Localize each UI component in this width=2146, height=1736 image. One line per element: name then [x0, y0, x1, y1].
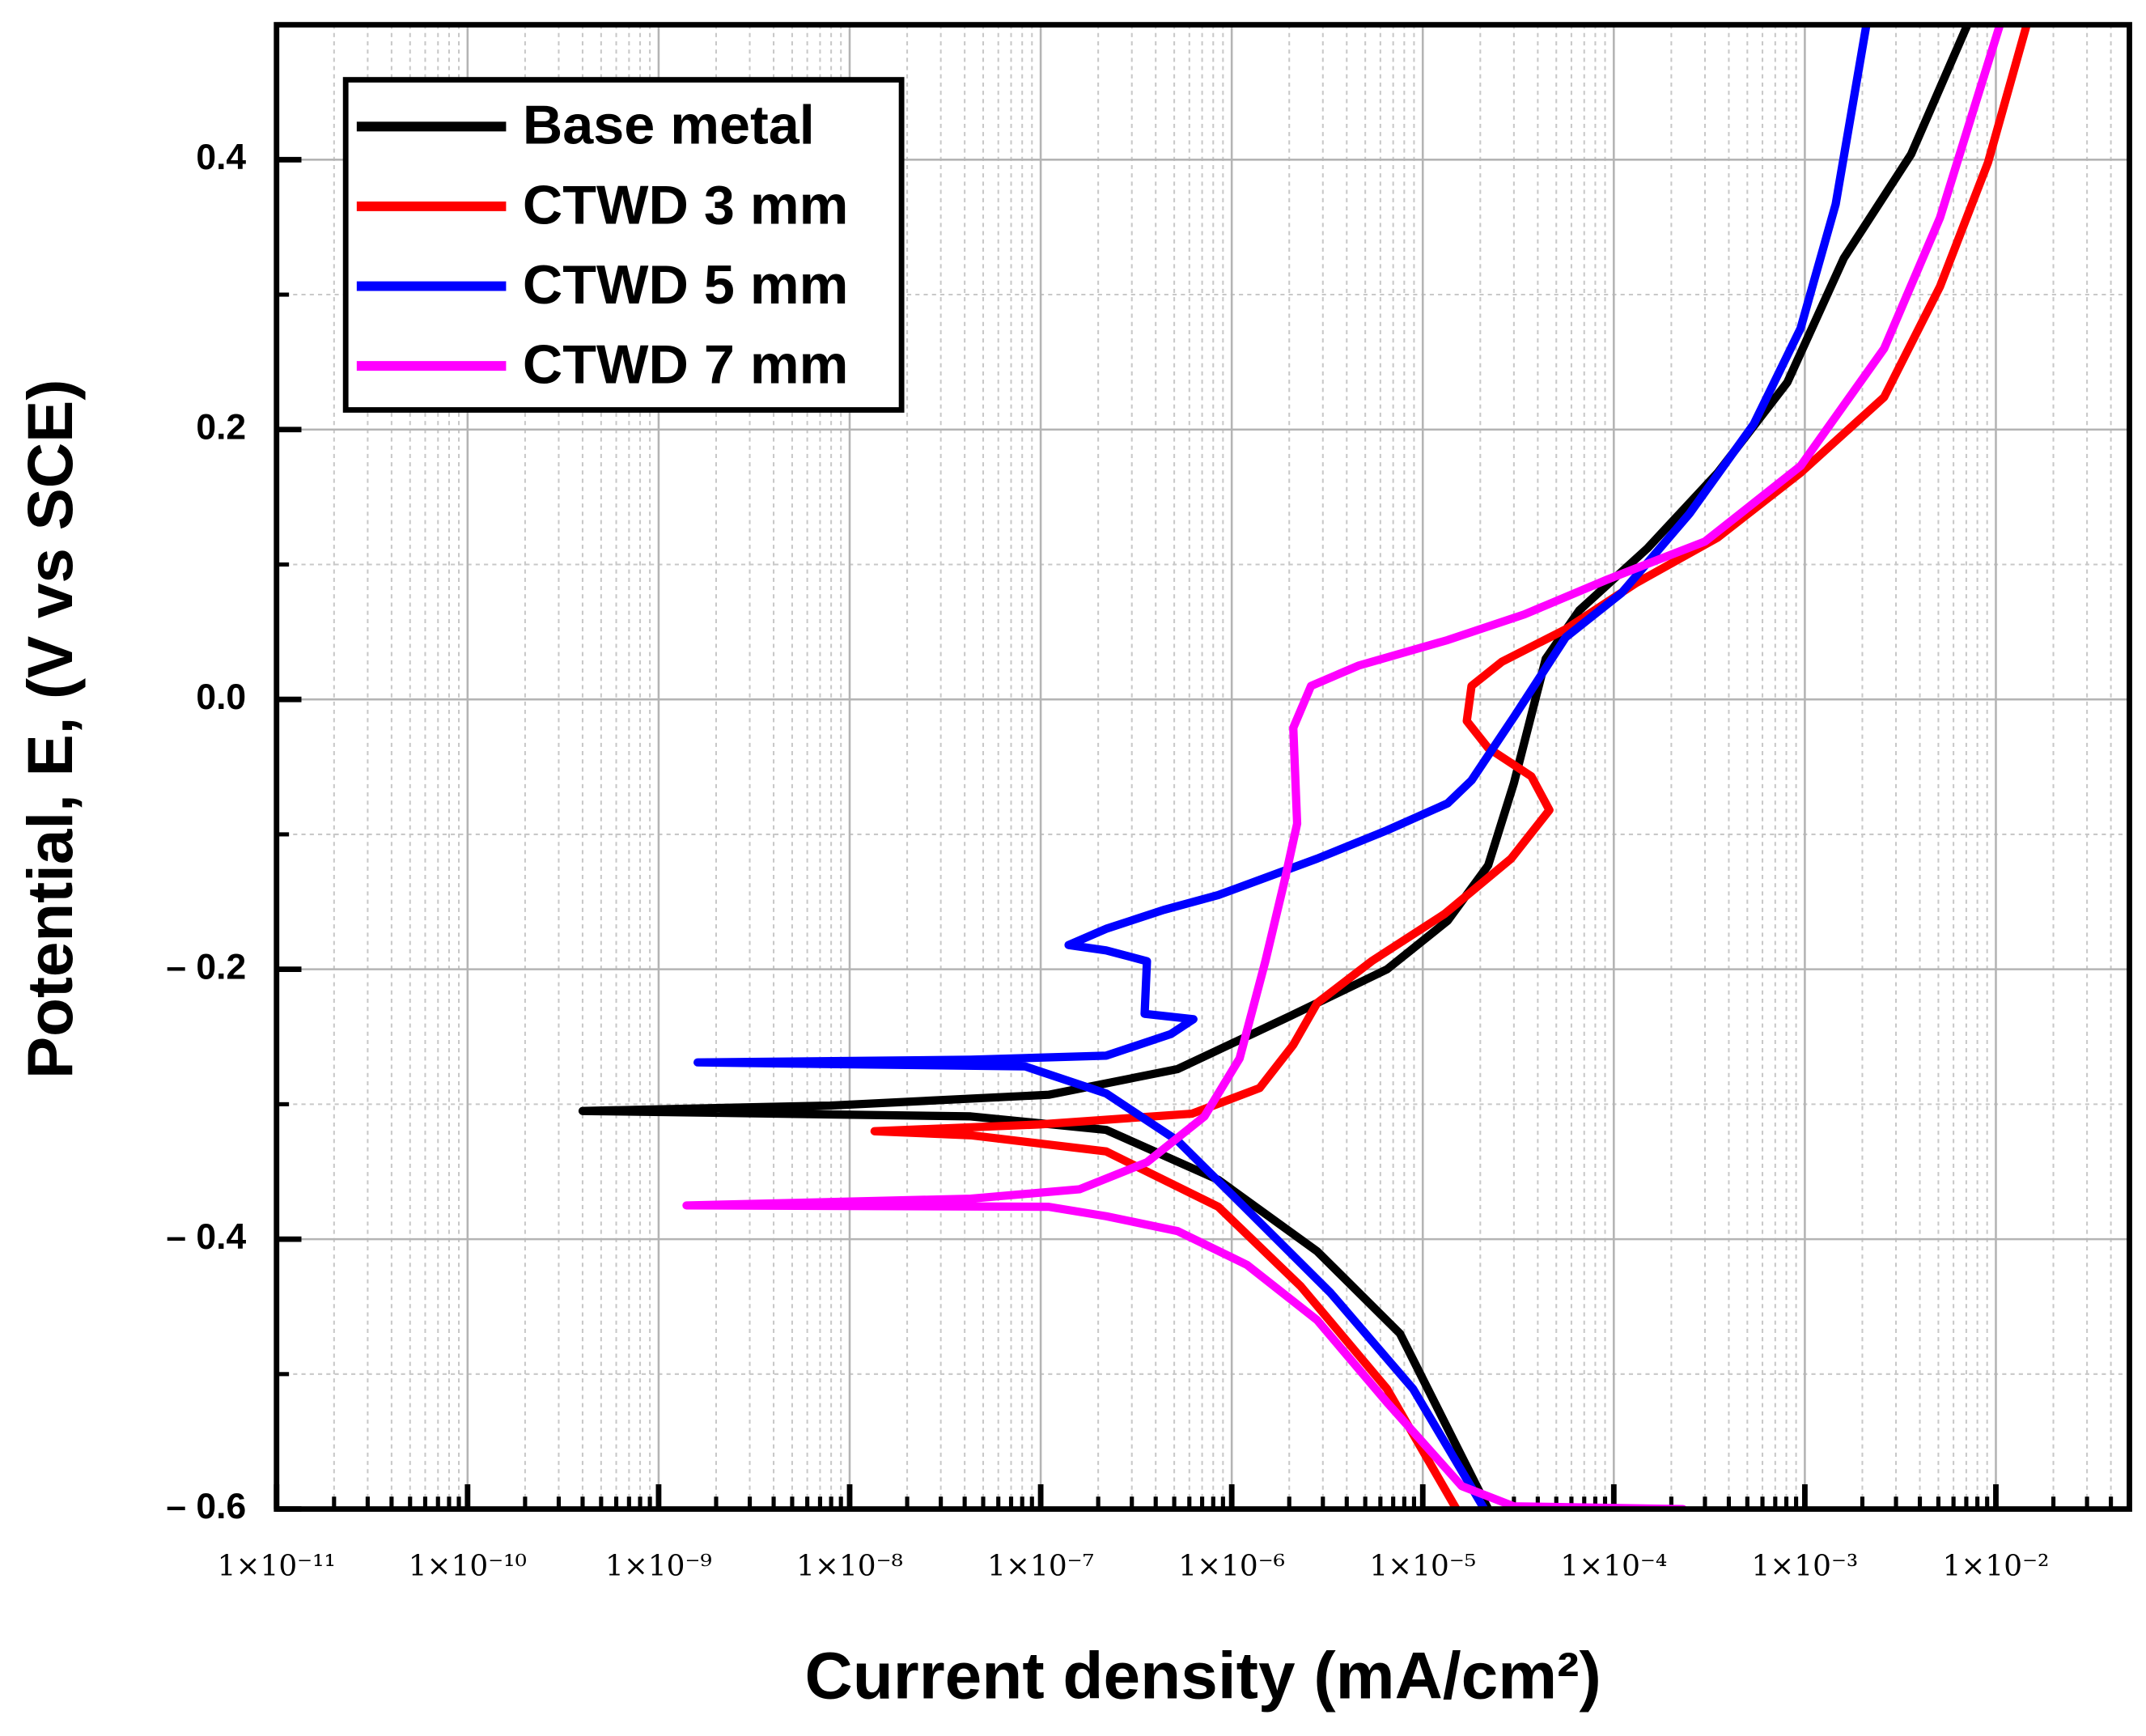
- plot-area: [578, 24, 2031, 1509]
- x-tick-label: 1×10⁻⁹: [605, 1550, 712, 1583]
- legend-label: Base metal: [523, 95, 815, 156]
- x-tick-label: 1×10⁻¹⁰: [409, 1550, 527, 1583]
- legend: Base metal CTWD 3 mm CTWD 5 mm CTWD 7 mm: [342, 77, 905, 413]
- plot-frame: [274, 22, 2132, 1512]
- y-tick-label: 0.2: [196, 408, 246, 448]
- legend-label: CTWD 7 mm: [523, 334, 848, 396]
- y-tick-label: – 0.4: [166, 1217, 246, 1257]
- x-tick-label: 1×10⁻³: [1751, 1550, 1858, 1583]
- x-tick-label: 1×10⁻⁴: [1560, 1550, 1667, 1583]
- y-tick-label: – 0.2: [166, 947, 246, 987]
- x-tick-label: 1×10⁻⁶: [1178, 1550, 1285, 1583]
- legend-label: CTWD 5 mm: [523, 254, 848, 316]
- y-tick-label: – 0.6: [166, 1487, 246, 1526]
- series-line: [870, 24, 2031, 1509]
- x-tick-label: 1×10⁻⁸: [796, 1550, 903, 1583]
- series-line: [682, 24, 2004, 1509]
- legend-label: CTWD 3 mm: [523, 174, 848, 236]
- x-tick-label: 1×10⁻⁷: [987, 1550, 1094, 1583]
- x-axis-title: Current density (mA/cm²): [804, 1640, 1601, 1713]
- y-axis-title: Potential, E, (V vs SCE): [15, 380, 86, 1079]
- y-tick-label: 0.0: [196, 677, 246, 717]
- x-tick-label: 1×10⁻¹¹: [218, 1550, 336, 1583]
- series-line: [693, 24, 1871, 1509]
- legend-box: [342, 77, 905, 413]
- x-tick-label: 1×10⁻²: [1943, 1550, 2050, 1583]
- y-tick-label: 0.4: [196, 138, 246, 177]
- x-tick-label: 1×10⁻⁵: [1369, 1550, 1476, 1583]
